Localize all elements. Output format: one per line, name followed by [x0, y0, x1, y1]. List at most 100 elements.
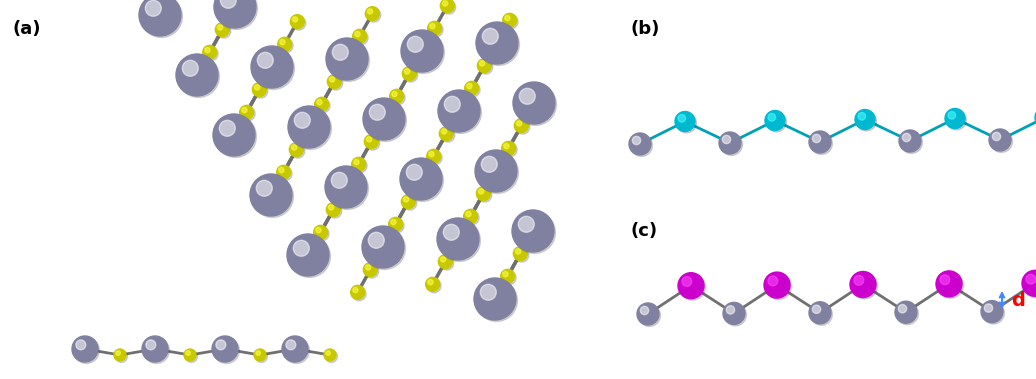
- Circle shape: [430, 23, 435, 29]
- Circle shape: [766, 274, 792, 300]
- Circle shape: [896, 303, 919, 325]
- Circle shape: [810, 133, 833, 155]
- Circle shape: [678, 114, 686, 122]
- Circle shape: [404, 69, 410, 74]
- Circle shape: [438, 255, 453, 269]
- Circle shape: [474, 150, 517, 192]
- Circle shape: [640, 306, 649, 315]
- Circle shape: [363, 98, 405, 140]
- Circle shape: [71, 336, 98, 362]
- Circle shape: [850, 271, 876, 298]
- Circle shape: [326, 38, 368, 80]
- Circle shape: [213, 338, 239, 363]
- Circle shape: [444, 96, 460, 112]
- Circle shape: [205, 47, 210, 53]
- Circle shape: [982, 302, 1005, 324]
- Circle shape: [144, 338, 170, 363]
- Circle shape: [250, 174, 292, 216]
- Circle shape: [402, 160, 443, 202]
- Circle shape: [404, 68, 418, 82]
- Circle shape: [221, 0, 236, 8]
- Circle shape: [439, 127, 454, 141]
- Circle shape: [479, 60, 493, 74]
- Circle shape: [292, 16, 306, 30]
- Circle shape: [315, 97, 328, 111]
- Circle shape: [465, 211, 480, 225]
- Circle shape: [478, 188, 492, 202]
- Circle shape: [329, 77, 335, 82]
- Circle shape: [899, 130, 921, 152]
- Circle shape: [277, 165, 291, 179]
- Circle shape: [809, 131, 831, 153]
- Circle shape: [467, 83, 472, 89]
- Circle shape: [353, 159, 367, 173]
- Circle shape: [900, 132, 922, 153]
- Circle shape: [442, 1, 448, 6]
- Circle shape: [426, 277, 439, 291]
- Circle shape: [441, 129, 447, 134]
- Circle shape: [74, 338, 99, 363]
- Circle shape: [400, 158, 442, 200]
- Circle shape: [429, 152, 434, 157]
- Circle shape: [938, 273, 963, 298]
- Circle shape: [477, 152, 518, 194]
- Circle shape: [366, 265, 371, 270]
- Circle shape: [328, 205, 334, 210]
- Circle shape: [476, 279, 518, 321]
- Circle shape: [898, 304, 906, 313]
- Circle shape: [855, 110, 875, 130]
- Circle shape: [515, 248, 528, 262]
- Circle shape: [289, 108, 332, 149]
- Circle shape: [441, 128, 455, 142]
- Circle shape: [767, 112, 786, 132]
- Circle shape: [392, 91, 397, 97]
- Circle shape: [367, 8, 381, 22]
- Circle shape: [440, 0, 455, 13]
- Circle shape: [141, 0, 182, 38]
- Circle shape: [503, 143, 517, 157]
- Circle shape: [466, 211, 471, 217]
- Circle shape: [288, 106, 330, 148]
- Circle shape: [438, 90, 480, 132]
- Circle shape: [677, 113, 696, 133]
- Circle shape: [354, 31, 361, 37]
- Circle shape: [401, 195, 415, 209]
- Circle shape: [768, 113, 776, 121]
- Circle shape: [512, 210, 554, 252]
- Circle shape: [214, 0, 256, 28]
- Circle shape: [812, 305, 821, 313]
- Circle shape: [316, 99, 330, 113]
- Circle shape: [502, 271, 508, 277]
- Circle shape: [809, 302, 831, 324]
- Circle shape: [428, 279, 433, 285]
- Circle shape: [115, 351, 127, 362]
- Circle shape: [185, 351, 191, 356]
- Circle shape: [254, 84, 268, 98]
- Circle shape: [764, 272, 790, 298]
- Circle shape: [317, 99, 322, 105]
- Circle shape: [720, 133, 743, 155]
- Circle shape: [406, 164, 423, 180]
- Circle shape: [369, 104, 385, 120]
- Circle shape: [439, 91, 482, 133]
- Circle shape: [428, 21, 441, 35]
- Circle shape: [407, 36, 424, 52]
- Circle shape: [353, 287, 358, 293]
- Circle shape: [478, 23, 519, 66]
- Circle shape: [513, 247, 527, 261]
- Circle shape: [719, 132, 741, 154]
- Circle shape: [519, 88, 536, 104]
- Circle shape: [293, 240, 310, 256]
- Circle shape: [368, 9, 373, 14]
- Circle shape: [989, 129, 1011, 151]
- Circle shape: [516, 121, 522, 126]
- Circle shape: [364, 227, 405, 269]
- Circle shape: [325, 166, 367, 208]
- Circle shape: [185, 351, 198, 362]
- Circle shape: [257, 52, 274, 68]
- Circle shape: [631, 135, 653, 157]
- Circle shape: [256, 180, 272, 196]
- Circle shape: [114, 349, 126, 361]
- Circle shape: [429, 23, 443, 37]
- Circle shape: [465, 81, 479, 96]
